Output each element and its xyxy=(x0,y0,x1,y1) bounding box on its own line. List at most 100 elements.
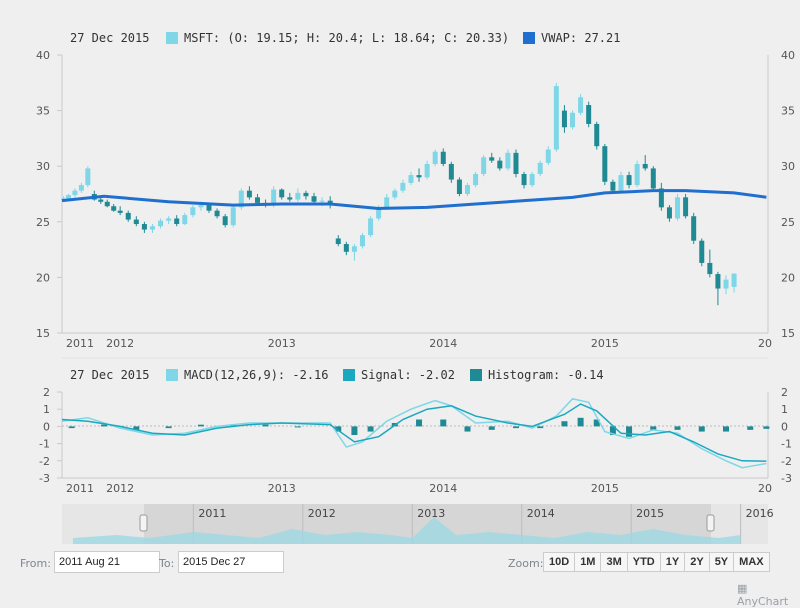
macd-ytick-label-left: -3 xyxy=(39,472,50,485)
histogram-bar xyxy=(512,426,519,429)
macd-xtick-label: 2015 xyxy=(591,482,619,495)
zoom-label: Zoom: xyxy=(508,557,544,570)
price-xtick-label: 2012 xyxy=(106,337,134,350)
price-plot[interactable]: 15 15 20 20 25 25 30 30 35 35 40 40 2011 2012 2013 201… xyxy=(36,31,795,350)
candle-body xyxy=(683,197,689,217)
histogram-legend-text: Histogram: -0.14 xyxy=(488,368,604,382)
candle-body xyxy=(618,175,624,191)
from-label: From: xyxy=(20,557,51,570)
candle-body xyxy=(376,207,382,219)
price-ytick-label-right: 40 xyxy=(781,49,795,62)
histogram-bar xyxy=(367,426,374,432)
zoom-button-2y[interactable]: 2Y xyxy=(684,552,710,572)
to-label: To: xyxy=(159,557,175,570)
price-ytick-label-left: 20 xyxy=(36,271,50,284)
zoom-button-10d[interactable]: 10D xyxy=(543,552,576,572)
zoom-button-ytd[interactable]: YTD xyxy=(626,552,661,572)
candle-body xyxy=(545,149,551,163)
candle-body xyxy=(271,189,277,206)
histogram-bar xyxy=(698,426,705,432)
candle-body xyxy=(440,151,446,164)
candle-body xyxy=(78,185,84,191)
macd-ytick-label-right: -3 xyxy=(781,472,792,485)
candle-body xyxy=(408,175,414,183)
histogram-bar xyxy=(561,421,568,427)
to-date-input[interactable] xyxy=(178,551,284,573)
candle-body xyxy=(400,182,406,191)
price-ytick-label-right: 20 xyxy=(781,271,795,284)
scroller-xtick-label: 2012 xyxy=(308,507,336,520)
price-ytick-label-right: 35 xyxy=(781,105,795,118)
zoom-button-1y[interactable]: 1Y xyxy=(659,552,686,572)
macd-xtick-label: 2014 xyxy=(429,482,457,495)
macd-ytick-label-right: -1 xyxy=(781,438,792,451)
zoom-button-3m[interactable]: 3M xyxy=(600,552,628,572)
zoom-button-1m[interactable]: 1M xyxy=(574,552,602,572)
anychart-logo-icon: ▦ xyxy=(737,582,748,595)
range-scroller[interactable]: 2011 2012 2013 2014 2015 2016 xyxy=(62,504,774,544)
candle-body xyxy=(254,197,260,203)
zoom-button-5y[interactable]: 5Y xyxy=(708,552,735,572)
candle-body xyxy=(691,216,697,241)
histogram-bar xyxy=(416,419,423,427)
candle-body xyxy=(731,273,737,287)
macd-ytick-label-right: -2 xyxy=(781,455,792,468)
histogram-bar xyxy=(101,424,108,427)
price-xtick-label: 20 xyxy=(758,337,772,350)
candle-body xyxy=(174,218,180,225)
vwap-legend-text: VWAP: 27.21 xyxy=(541,31,620,45)
candle-body xyxy=(359,235,365,247)
histogram-bar xyxy=(68,426,75,429)
candle-body xyxy=(586,105,592,124)
macd-ytick-label-left: -2 xyxy=(39,455,50,468)
macd-xtick-label: 2011 xyxy=(66,482,94,495)
from-date-input[interactable] xyxy=(54,551,160,573)
candle-body xyxy=(198,205,204,208)
price-xtick-label: 2014 xyxy=(429,337,457,350)
candle-body xyxy=(699,240,705,263)
price-ytick-label-left: 15 xyxy=(36,327,50,340)
histogram-bar xyxy=(674,426,681,430)
zoom-button-max[interactable]: MAX xyxy=(733,552,770,572)
scroller-right-thumb[interactable] xyxy=(706,514,715,532)
candle-body xyxy=(715,274,721,289)
credits[interactable]: ▦ AnyChart xyxy=(737,582,800,608)
candle-body xyxy=(658,188,664,208)
vwap-legend-swatch xyxy=(523,32,535,44)
macd-legend-date: 27 Dec 2015 xyxy=(70,368,149,382)
candle-body xyxy=(392,190,398,198)
candle-body xyxy=(626,175,632,186)
price-xtick-label: 2013 xyxy=(268,337,296,350)
price-ytick-label-left: 35 xyxy=(36,105,50,118)
price-legend-date: 27 Dec 2015 xyxy=(70,31,149,45)
candle-body xyxy=(610,181,616,191)
histogram-bar xyxy=(197,424,204,427)
histogram-bar xyxy=(650,426,657,430)
candle-body xyxy=(246,190,252,198)
macd-ytick-label-left: 0 xyxy=(43,420,50,433)
histogram-bar xyxy=(537,426,544,429)
candle-body xyxy=(351,246,357,252)
candle-body xyxy=(448,163,454,180)
histogram-bar xyxy=(230,424,237,427)
signal-line xyxy=(61,403,767,462)
candle-body xyxy=(238,190,244,208)
candle-body xyxy=(513,152,519,174)
scroller-xtick-label: 2016 xyxy=(746,507,774,520)
scroller-left-thumb[interactable] xyxy=(139,514,148,532)
signal-legend-text: Signal: -2.02 xyxy=(361,368,455,382)
price-ytick-label-left: 40 xyxy=(36,49,50,62)
candle-body xyxy=(634,163,640,186)
histogram-bar xyxy=(133,426,140,430)
candle-body xyxy=(642,163,648,169)
candle-body xyxy=(141,224,147,230)
histogram-bar xyxy=(609,426,616,435)
macd-ytick-label-right: 0 xyxy=(781,420,788,433)
histogram-bar xyxy=(763,426,770,429)
candle-body xyxy=(104,201,110,207)
macd-ytick-label-right: 2 xyxy=(781,386,788,399)
macd-plot[interactable]: -3 -3 -2 -2 -1 -1 0 0 1 1 2 2 2011 2012 2013 2014 2015 2… xyxy=(39,368,792,495)
macd-xtick-label: 2012 xyxy=(106,482,134,495)
candle-body xyxy=(319,200,325,202)
